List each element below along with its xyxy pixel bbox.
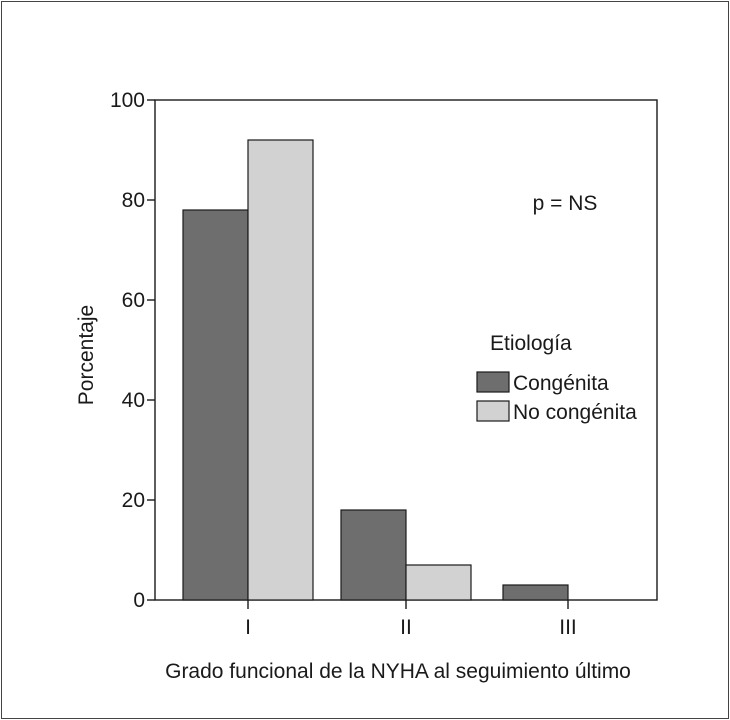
y-tick-label: 20	[122, 489, 145, 512]
legend-label-no-congenita: No congénita	[513, 401, 637, 424]
x-tick-label: II	[400, 616, 412, 639]
y-axis-ticks: 0 20 40 60 80 100	[110, 89, 155, 612]
bar-no-congenita-ii	[405, 564, 472, 601]
y-tick-label: 0	[133, 589, 145, 612]
x-tick-label: I	[245, 616, 251, 639]
legend-swatch-no-congenita	[476, 400, 510, 422]
y-tick-label: 80	[122, 189, 145, 212]
bar-no-congenita-i	[247, 139, 314, 601]
x-axis-ticks: I II III	[245, 600, 577, 639]
legend-label-congenita: Congénita	[513, 372, 609, 395]
bars	[182, 139, 569, 601]
legend-title: Etiología	[490, 332, 572, 355]
y-axis-title: Porcentaje	[75, 305, 98, 405]
legend: Etiología Congénita No congénita	[476, 332, 637, 424]
y-tick-label: 100	[110, 89, 145, 112]
significance-annotation: p = NS	[533, 192, 598, 215]
x-tick-label: III	[559, 616, 577, 639]
bar-congenita-iii	[502, 584, 569, 601]
x-axis-title: Grado funcional de la NYHA al seguimient…	[165, 660, 631, 683]
y-tick-label: 40	[122, 389, 145, 412]
y-tick-label: 60	[122, 289, 145, 312]
legend-swatch-congenita	[476, 371, 510, 393]
bar-congenita-i	[182, 209, 249, 601]
bar-congenita-ii	[340, 509, 407, 601]
